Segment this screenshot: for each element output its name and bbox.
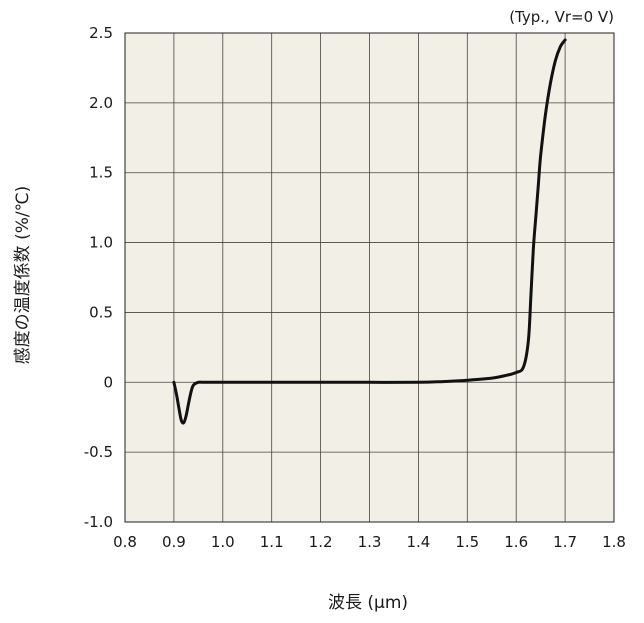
x-tick-label: 1.0 <box>211 533 235 551</box>
y-tick-label: 2.0 <box>89 94 113 112</box>
y-tick-labels: 2.5 2.0 1.5 1.0 0.5 0 -0.5 -1.0 <box>84 24 113 531</box>
x-axis-title: 波長 (μm) <box>328 593 408 613</box>
y-tick-label: 2.5 <box>89 24 113 42</box>
x-tick-label: 1.8 <box>602 533 626 551</box>
y-tick-label: 1.0 <box>89 234 113 252</box>
x-tick-label: 1.2 <box>309 533 333 551</box>
plot-area <box>124 32 615 523</box>
y-axis-title: 感度の温度係数 (%/℃) <box>13 186 33 365</box>
y-tick-label: 1.5 <box>89 164 113 182</box>
y-tick-label: 0.5 <box>89 303 113 321</box>
x-tick-label: 1.5 <box>455 533 479 551</box>
x-tick-label: 1.7 <box>553 533 577 551</box>
x-tick-label: 1.3 <box>358 533 382 551</box>
y-tick-label: 0 <box>103 373 113 391</box>
plot-frame <box>124 32 615 523</box>
x-tick-label: 0.9 <box>162 533 186 551</box>
series-line <box>172 38 567 425</box>
y-tick-label: -0.5 <box>84 443 113 461</box>
x-tick-label: 0.8 <box>113 533 137 551</box>
x-tick-label: 1.1 <box>260 533 284 551</box>
x-tick-labels: 0.8 0.9 1.0 1.1 1.2 1.3 1.4 1.5 1.6 1.7 1.8 <box>113 533 626 551</box>
chart-annotation: (Typ., Vr=0 V) <box>509 8 614 26</box>
x-tick-label: 1.6 <box>504 533 528 551</box>
y-tick-label: -1.0 <box>84 513 113 531</box>
x-tick-label: 1.4 <box>406 533 430 551</box>
